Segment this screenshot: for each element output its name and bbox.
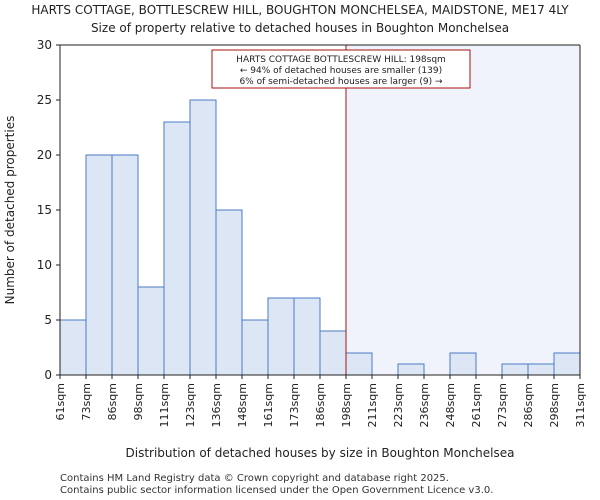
x-tick-label: 161sqm — [262, 383, 275, 427]
y-axis-label: Number of detached properties — [3, 116, 17, 305]
annotation-line-3: 6% of semi-detached houses are larger (9… — [239, 77, 443, 87]
annotation-line-1: HARTS COTTAGE BOTTLESCREW HILL: 198sqm — [236, 55, 446, 65]
bar-286sqm — [527, 363, 555, 376]
y-tick-label: 15 — [37, 203, 52, 217]
bar-123sqm — [189, 99, 217, 376]
bar-86sqm — [111, 154, 139, 376]
footer-copyright: Contains HM Land Registry data © Crown c… — [60, 473, 449, 484]
bar-136sqm — [215, 209, 243, 376]
x-tick-label: 248sqm — [444, 383, 457, 427]
bar-273sqm — [501, 363, 529, 376]
bar-73sqm — [85, 154, 113, 376]
bar-98sqm — [137, 286, 165, 376]
x-tick-label: 211sqm — [366, 383, 379, 427]
highlight-region — [346, 45, 580, 375]
x-tick-label: 123sqm — [184, 383, 197, 427]
x-tick-label: 73sqm — [80, 383, 93, 420]
chart-title: HARTS COTTAGE, BOTTLESCREW HILL, BOUGHTO… — [31, 3, 569, 17]
x-tick-label: 198sqm — [340, 383, 353, 427]
bar-161sqm — [267, 297, 295, 376]
bar-186sqm — [319, 330, 347, 376]
bar-298sqm — [553, 352, 581, 376]
x-tick-label: 236sqm — [418, 383, 431, 427]
x-tick-label: 186sqm — [314, 383, 327, 427]
bar-198sqm — [345, 352, 373, 376]
x-tick-label: 286sqm — [522, 383, 535, 427]
x-tick-label: 311sqm — [574, 383, 587, 427]
bar-223sqm — [397, 363, 425, 376]
y-tick-label: 30 — [37, 38, 52, 52]
y-tick-label: 10 — [37, 258, 52, 272]
x-tick-label: 223sqm — [392, 383, 405, 427]
y-tick-label: 5 — [44, 313, 52, 327]
bars-group — [59, 99, 581, 376]
bar-248sqm — [449, 352, 477, 376]
x-tick-label: 148sqm — [236, 383, 249, 427]
y-tick-label: 25 — [37, 93, 52, 107]
x-tick-label: 173sqm — [288, 383, 301, 427]
annotation-box: HARTS COTTAGE BOTTLESCREW HILL: 198sqm ←… — [211, 49, 471, 89]
bar-61sqm — [59, 319, 87, 376]
x-tick-label: 61sqm — [54, 383, 67, 420]
annotation-line-2: ← 94% of detached houses are smaller (13… — [240, 66, 442, 76]
x-tick-label: 98sqm — [132, 383, 145, 420]
x-ticks-group: 61sqm 73sqm 86sqm 98sqm 111sqm 123sqm 136sqm 14… — [54, 375, 587, 427]
x-tick-label: 86sqm — [106, 383, 119, 420]
histogram-chart: 0 5 10 15 20 25 30 61sqm 73sqm 86sqm 98sqm 111sqm 1… — [3, 38, 587, 460]
y-tick-label: 0 — [44, 368, 52, 382]
bar-173sqm — [293, 297, 321, 376]
x-tick-label: 273sqm — [496, 383, 509, 427]
annotation-frame — [211, 49, 471, 89]
y-ticks-group: 0 5 10 15 20 25 30 — [37, 38, 60, 382]
y-tick-label: 20 — [37, 148, 52, 162]
x-tick-label: 261sqm — [470, 383, 483, 427]
x-axis-label: Distribution of detached houses by size … — [126, 446, 515, 460]
x-tick-label: 111sqm — [158, 383, 171, 427]
x-tick-label: 136sqm — [210, 383, 223, 427]
x-tick-label: 298sqm — [548, 383, 561, 427]
footer-licence: Contains public sector information licen… — [60, 485, 494, 496]
bar-111sqm — [163, 121, 191, 376]
bar-148sqm — [241, 319, 269, 376]
chart-subtitle: Size of property relative to detached ho… — [90, 21, 510, 35]
